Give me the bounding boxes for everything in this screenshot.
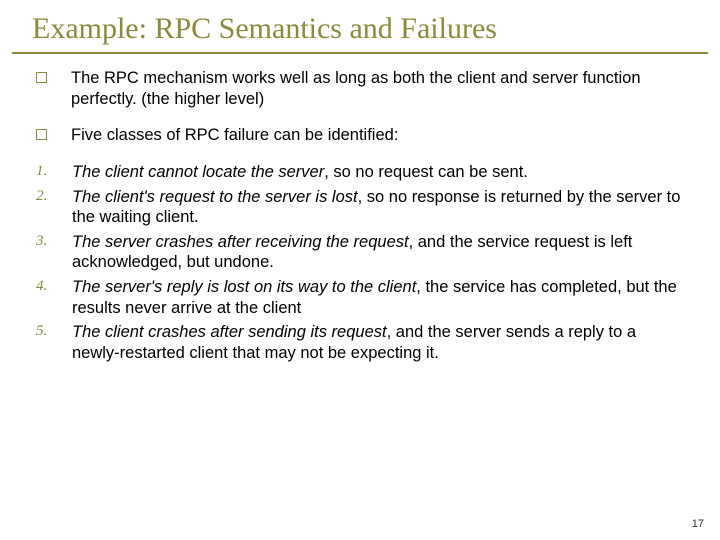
item-number: 1. bbox=[36, 163, 60, 180]
list-item: 2. The client's request to the server is… bbox=[36, 187, 684, 228]
slide-content: The RPC mechanism works well as long as … bbox=[0, 68, 720, 364]
item-emphasis: The server's reply is lost on its way to… bbox=[72, 278, 416, 296]
square-bullet-icon bbox=[36, 129, 47, 140]
item-text: The client crashes after sending its req… bbox=[72, 322, 684, 363]
bullet-text: The RPC mechanism works well as long as … bbox=[71, 68, 684, 109]
item-text: The client cannot locate the server, so … bbox=[72, 162, 528, 183]
item-number: 4. bbox=[36, 278, 60, 295]
item-emphasis: The client's request to the server is lo… bbox=[72, 188, 358, 206]
item-emphasis: The client crashes after sending its req… bbox=[72, 323, 387, 341]
item-rest: , so no request can be sent. bbox=[324, 163, 528, 181]
bullet-text: Five classes of RPC failure can be ident… bbox=[71, 125, 398, 146]
bullet-item: Five classes of RPC failure can be ident… bbox=[36, 125, 684, 146]
list-item: 1. The client cannot locate the server, … bbox=[36, 162, 684, 183]
item-number: 5. bbox=[36, 323, 60, 340]
item-text: The client's request to the server is lo… bbox=[72, 187, 684, 228]
numbered-list: 1. The client cannot locate the server, … bbox=[36, 162, 684, 364]
list-item: 5. The client crashes after sending its … bbox=[36, 322, 684, 363]
list-item: 3. The server crashes after receiving th… bbox=[36, 232, 684, 273]
item-emphasis: The client cannot locate the server bbox=[72, 163, 324, 181]
bullet-item: The RPC mechanism works well as long as … bbox=[36, 68, 684, 109]
item-number: 2. bbox=[36, 188, 60, 205]
slide-title: Example: RPC Semantics and Failures bbox=[12, 0, 708, 54]
item-text: The server's reply is lost on its way to… bbox=[72, 277, 684, 318]
item-emphasis: The server crashes after receiving the r… bbox=[72, 233, 409, 251]
item-number: 3. bbox=[36, 233, 60, 250]
list-item: 4. The server's reply is lost on its way… bbox=[36, 277, 684, 318]
item-text: The server crashes after receiving the r… bbox=[72, 232, 684, 273]
page-number: 17 bbox=[692, 518, 704, 530]
square-bullet-icon bbox=[36, 72, 47, 83]
